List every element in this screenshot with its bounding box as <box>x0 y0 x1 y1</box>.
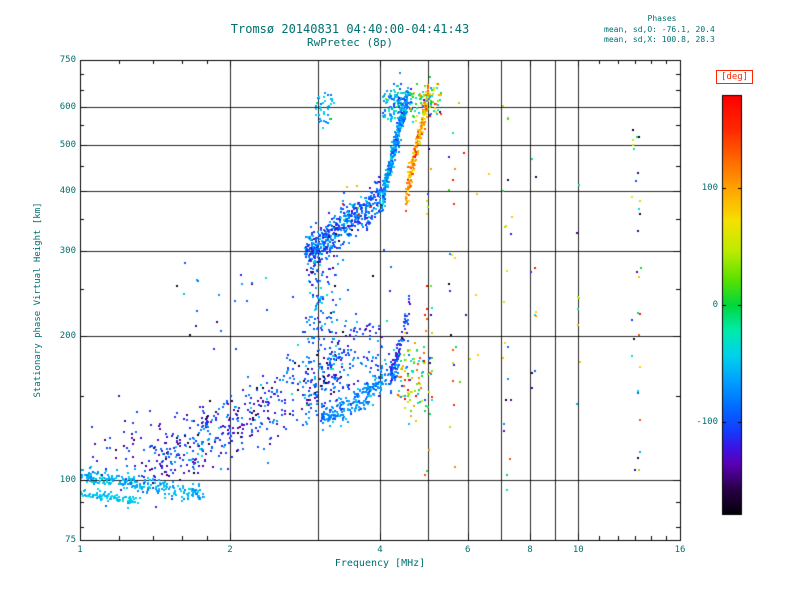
page-subtitle: RwPretec (8p) <box>306 36 394 49</box>
x-tick-label: 2 <box>227 545 233 555</box>
y-tick-label: 200 <box>59 330 76 341</box>
phase-stats-x-mode: mean, sd,X: 100.8, 28.3 <box>604 35 715 44</box>
x-tick-label: 1 <box>77 545 83 555</box>
x-axis-title: Frequency [MHz] <box>334 558 426 569</box>
y-tick-label: 500 <box>59 139 76 150</box>
x-tick-label: 4 <box>377 545 383 555</box>
y-tick-label: 600 <box>59 101 76 112</box>
colorbar-unit-label: [deg] <box>716 70 754 84</box>
y-tick-label: 300 <box>59 246 76 256</box>
y-tick-label: 100 <box>59 475 76 486</box>
x-tick-label: 16 <box>674 545 686 555</box>
y-axis-title: Stationary phase Virtual Height [km] <box>33 202 43 398</box>
x-tick-label: 10 <box>572 545 584 555</box>
colorbar-tick-label: 0 <box>712 300 718 310</box>
y-tick-label: 400 <box>59 186 76 197</box>
colorbar-tick-label: -100 <box>696 416 718 427</box>
y-tick-label: 750 <box>59 55 76 65</box>
x-tick-label: 6 <box>465 545 471 555</box>
phase-stats-header: Phases <box>647 14 677 23</box>
colorbar-tick-label: 100 <box>701 183 718 194</box>
x-tick-label: 8 <box>527 545 533 555</box>
y-tick-label: 75 <box>65 535 76 545</box>
page-title: Tromsø 20140831 04:40:00-04:41:43 <box>230 22 470 36</box>
phase-stats-o-mode: mean, sd,O: -76.1, 20.4 <box>604 25 715 34</box>
